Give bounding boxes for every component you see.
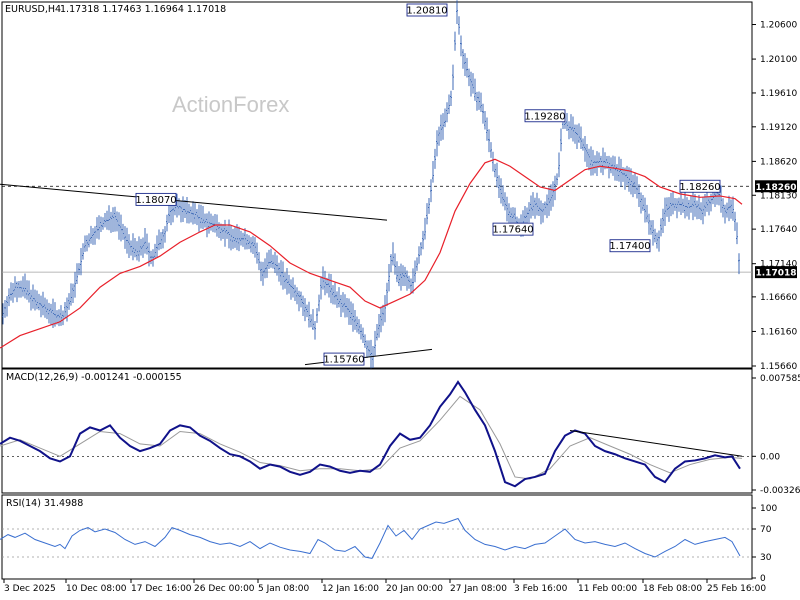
price-annotation-box	[492, 222, 534, 236]
price-ytick-label: 1.18130	[760, 191, 797, 201]
x-tick-label: 11 Feb 00:00	[578, 584, 637, 594]
macd-ytick-label: -0.003264	[760, 486, 800, 496]
reference-price-tag-bg	[755, 180, 797, 193]
macd-ytick-label: 0.007585	[760, 374, 800, 384]
price-annotation-box	[406, 3, 448, 17]
macd-panel-frame	[1, 368, 753, 494]
price-annotation-box	[135, 192, 177, 206]
reference-price-tag: 1.18260	[756, 183, 797, 193]
price-ytick-label: 1.17640	[760, 225, 797, 235]
rsi-ytick-label: 70	[760, 525, 772, 535]
rsi-ytick-label: 30	[760, 553, 772, 563]
price-annotation-label: 1.20810	[406, 6, 447, 17]
price-annotation-label: 1.19280	[524, 111, 565, 122]
rsi-panel-frame	[1, 494, 753, 580]
x-tick-label: 3 Feb 16:00	[514, 584, 568, 594]
price-ytick-label: 1.19610	[760, 89, 797, 99]
current-price-tag-bg	[755, 266, 797, 279]
price-annotation-label: 1.17640	[492, 225, 533, 236]
price-ytick-label: 1.15660	[760, 362, 797, 372]
x-tick-label: 17 Dec 16:00	[131, 584, 192, 594]
price-ytick-label: 1.19120	[760, 123, 797, 133]
x-tick-label: 27 Jan 08:00	[450, 584, 507, 594]
price-ytick-label: 1.16160	[760, 327, 797, 337]
price-panel-frame	[1, 1, 753, 369]
price-annotation-label: 1.18260	[679, 182, 720, 193]
x-tick-label: 18 Feb 08:00	[643, 584, 702, 594]
macd-trendline	[569, 430, 743, 457]
x-tick-label: 25 Feb 16:00	[707, 584, 766, 594]
price-annotation-box	[679, 179, 721, 193]
x-tick-label: 10 Dec 08:00	[66, 584, 127, 594]
rsi-ytick-label: 100	[760, 504, 777, 514]
x-tick-label: 5 Jan 08:00	[258, 584, 310, 594]
x-tick-label: 20 Jan 00:00	[386, 584, 443, 594]
price-annotation-box	[323, 352, 365, 366]
x-tick-label: 12 Jan 16:00	[322, 584, 379, 594]
price-ytick-label: 1.16660	[760, 293, 797, 303]
price-annotation-box	[609, 239, 651, 253]
moving-average-line	[0, 158, 743, 349]
price-annotation-label: 1.18070	[135, 195, 176, 206]
price-bars	[2, 0, 740, 369]
current-price-tag: 1.17018	[756, 269, 797, 279]
rsi-ytick-label: 0	[760, 574, 766, 584]
macd-ytick-label: 0.00	[760, 452, 780, 462]
rsi-line	[0, 517, 741, 559]
price-ytick-label: 1.20100	[760, 55, 797, 65]
x-tick-label: 26 Dec 00:00	[194, 584, 255, 594]
macd-signal-line	[0, 395, 743, 480]
x-tick-label: 3 Dec 2025	[4, 584, 56, 594]
price-ytick-label: 1.17140	[760, 260, 797, 270]
trendline	[0, 183, 388, 221]
price-annotation-label: 1.17400	[609, 241, 650, 252]
price-annotation-label: 1.15760	[323, 355, 364, 366]
macd-line	[0, 380, 741, 488]
price-ytick-label: 1.20600	[760, 21, 797, 31]
price-ytick-label: 1.18620	[760, 157, 797, 167]
price-annotation-box	[524, 109, 566, 123]
